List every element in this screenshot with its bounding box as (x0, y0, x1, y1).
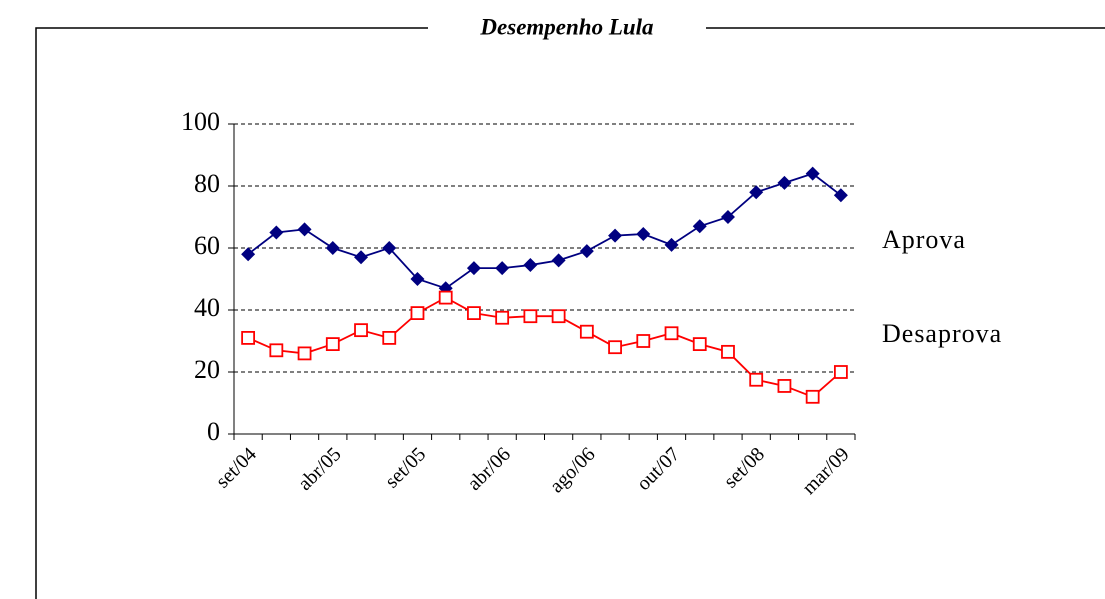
series-line (247, 296, 842, 398)
x-tick-label: abr/06 (463, 443, 515, 495)
data-point (382, 330, 397, 345)
data-point (241, 330, 256, 345)
data-point (777, 175, 792, 190)
data-point (325, 241, 340, 255)
data-point (664, 326, 679, 341)
data-point (466, 261, 481, 276)
x-tick-label: abr/05 (294, 443, 346, 495)
y-tick-label: 40 (194, 293, 220, 322)
data-point (325, 337, 340, 352)
data-point (523, 258, 538, 273)
y-tick-label: 20 (194, 355, 220, 384)
data-point (608, 340, 622, 355)
x-tick-label: mar/09 (798, 443, 854, 499)
data-point (579, 324, 594, 339)
data-point (805, 389, 820, 404)
data-point (551, 309, 566, 324)
data-point (241, 247, 256, 262)
data-point (692, 219, 707, 234)
series-label: Desaprova (882, 319, 1002, 348)
data-point (805, 166, 820, 181)
data-point (354, 323, 368, 338)
data-point (269, 225, 284, 240)
y-tick-label: 60 (194, 231, 220, 260)
y-tick-label: 100 (181, 107, 220, 136)
series-label: Aprova (882, 225, 966, 254)
data-point (749, 372, 764, 387)
data-point (833, 188, 848, 203)
data-point (720, 210, 735, 224)
x-tick-label: set/04 (212, 443, 261, 492)
data-point (354, 250, 369, 265)
data-point (410, 306, 425, 321)
data-point (495, 261, 510, 276)
y-tick-label: 0 (207, 417, 220, 446)
data-point (636, 334, 651, 348)
data-point (523, 309, 538, 324)
y-tick-label: 80 (194, 169, 220, 198)
data-point (777, 379, 792, 393)
data-point (833, 365, 848, 379)
data-point (495, 310, 510, 325)
data-point (579, 244, 594, 259)
data-point (297, 222, 312, 237)
data-point (608, 228, 623, 243)
x-tick-label: out/07 (633, 443, 685, 495)
data-point (692, 337, 707, 352)
x-tick-label: set/08 (720, 443, 769, 492)
data-point (721, 344, 735, 359)
data-point (467, 306, 481, 321)
series-line (247, 172, 842, 290)
x-tick-label: set/05 (381, 443, 430, 492)
frame-left (35, 27, 428, 599)
x-tick-label: ago/06 (546, 443, 600, 497)
data-point (269, 343, 284, 358)
data-point (551, 253, 566, 268)
data-point (410, 272, 425, 286)
data-point (438, 290, 453, 305)
data-point (749, 185, 764, 200)
data-point (664, 237, 679, 252)
chart-title: Desempenho Lula (479, 14, 653, 39)
data-point (297, 346, 312, 361)
data-point (382, 241, 397, 255)
data-point (636, 227, 651, 242)
